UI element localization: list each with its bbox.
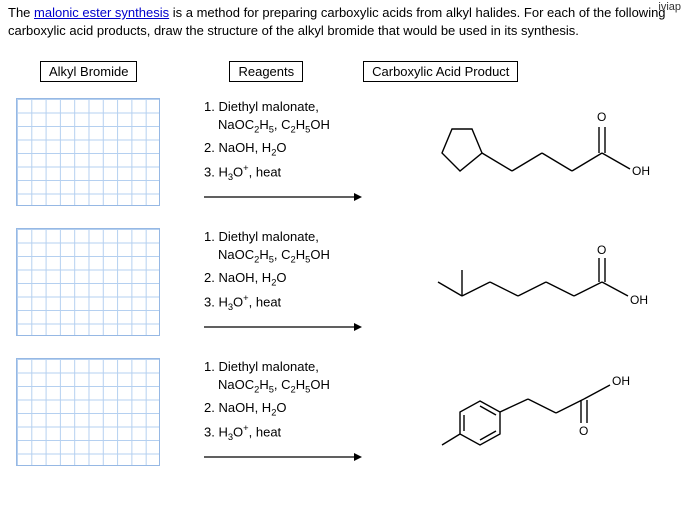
malonic-ester-link[interactable]: malonic ester synthesis [34, 5, 169, 20]
drawing-grid[interactable] [16, 98, 160, 206]
header-text-1: The [8, 5, 34, 20]
reagent-step-1: 1. Diethyl malonate, NaOC2H5, C2H5OH [204, 358, 404, 397]
reagent-step-2: 2. NaOH, H2O [204, 139, 404, 160]
product-structure: O OH [404, 228, 675, 338]
svg-text:OH: OH [632, 164, 650, 178]
reagent-step-3: 3. H3O+, heat [204, 292, 404, 314]
reaction-arrow-icon [204, 450, 404, 464]
svg-text:O: O [579, 424, 588, 438]
reagent-step-3: 3. H3O+, heat [204, 422, 404, 444]
col-alkyl-bromide: Alkyl Bromide [40, 61, 137, 82]
table-row: 1. Diethyl malonate, NaOC2H5, C2H5OH 2. … [0, 92, 687, 222]
reagents-block: 1. Diethyl malonate, NaOC2H5, C2H5OH 2. … [204, 228, 404, 334]
col-product: Carboxylic Acid Product [363, 61, 518, 82]
drawing-grid[interactable] [16, 228, 160, 336]
problem-header: iviap The malonic ester synthesis is a m… [0, 0, 687, 43]
svg-text:OH: OH [630, 293, 648, 307]
reagents-block: 1. Diethyl malonate, NaOC2H5, C2H5OH 2. … [204, 358, 404, 464]
product-structure: OH O [404, 358, 675, 468]
reagent-step-2: 2. NaOH, H2O [204, 269, 404, 290]
reagent-step-1: 1. Diethyl malonate, NaOC2H5, C2H5OH [204, 228, 404, 267]
table-row: 1. Diethyl malonate, NaOC2H5, C2H5OH 2. … [0, 222, 687, 352]
reaction-arrow-icon [204, 190, 404, 204]
reagent-step-2: 2. NaOH, H2O [204, 399, 404, 420]
col-reagents: Reagents [229, 61, 303, 82]
product-structure: O OH [404, 98, 675, 208]
reagents-block: 1. Diethyl malonate, NaOC2H5, C2H5OH 2. … [204, 98, 404, 204]
svg-text:O: O [597, 110, 606, 124]
reagent-step-3: 3. H3O+, heat [204, 162, 404, 184]
rows-container: 1. Diethyl malonate, NaOC2H5, C2H5OH 2. … [0, 92, 687, 482]
svg-text:OH: OH [612, 374, 630, 388]
molecule-cyclopentylacetic-acid: O OH [420, 103, 660, 203]
column-headers: Alkyl Bromide Reagents Carboxylic Acid P… [0, 61, 687, 82]
reagent-step-1: 1. Diethyl malonate, NaOC2H5, C2H5OH [204, 98, 404, 137]
table-row: 1. Diethyl malonate, NaOC2H5, C2H5OH 2. … [0, 352, 687, 482]
map-label: iviap [658, 0, 681, 15]
drawing-grid[interactable] [16, 358, 160, 466]
molecule-5-methylhexanoic-acid: O OH [420, 238, 660, 328]
svg-text:O: O [597, 243, 606, 257]
molecule-m-tolylacetic-acid: OH O [420, 363, 660, 463]
reaction-arrow-icon [204, 320, 404, 334]
